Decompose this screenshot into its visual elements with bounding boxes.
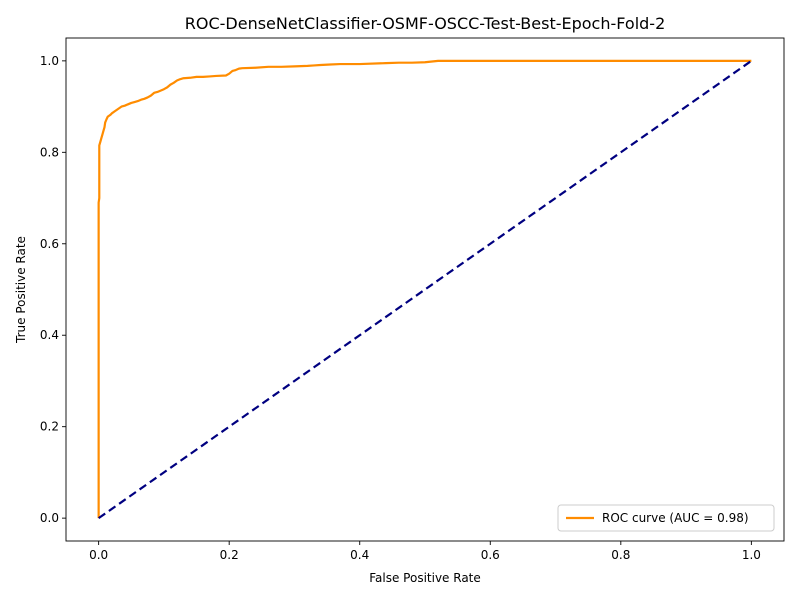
x-tick-label: 0.6 <box>481 548 500 562</box>
y-tick-label: 0.6 <box>40 237 59 251</box>
legend-box <box>557 504 775 532</box>
legend: ROC curve (AUC = 0.98) <box>557 504 775 532</box>
y-tick-label: 0.2 <box>40 420 59 434</box>
plot-frame <box>65 37 785 542</box>
y-tick-label: 0.8 <box>40 145 59 159</box>
x-tick-label: 0.4 <box>350 548 369 562</box>
x-tick-label: 1.0 <box>742 548 761 562</box>
legend-label: ROC curve (AUC = 0.98) <box>602 511 749 525</box>
plot-area <box>97 59 752 520</box>
x-tick-label: 0.8 <box>611 548 630 562</box>
y-tick-label: 0.0 <box>40 511 59 525</box>
x-tick-label: 0.0 <box>89 548 108 562</box>
x-tick-label: 0.2 <box>220 548 239 562</box>
axes: 0.0 0.2 0.4 0.6 0.8 1.0 0.0 0.2 0.4 0.6 0.8 1.0 <box>40 37 785 562</box>
y-axis-label: True Positive Rate <box>14 236 28 344</box>
chart-title: ROC-DenseNetClassifier-OSMF-OSCC-Test-Be… <box>185 14 666 33</box>
chance-diagonal-line <box>98 59 752 520</box>
y-tick-label: 0.4 <box>40 328 59 342</box>
y-tick-label: 1.0 <box>40 54 59 68</box>
roc-curve-line <box>97 59 752 519</box>
x-axis-label: False Positive Rate <box>369 571 481 585</box>
